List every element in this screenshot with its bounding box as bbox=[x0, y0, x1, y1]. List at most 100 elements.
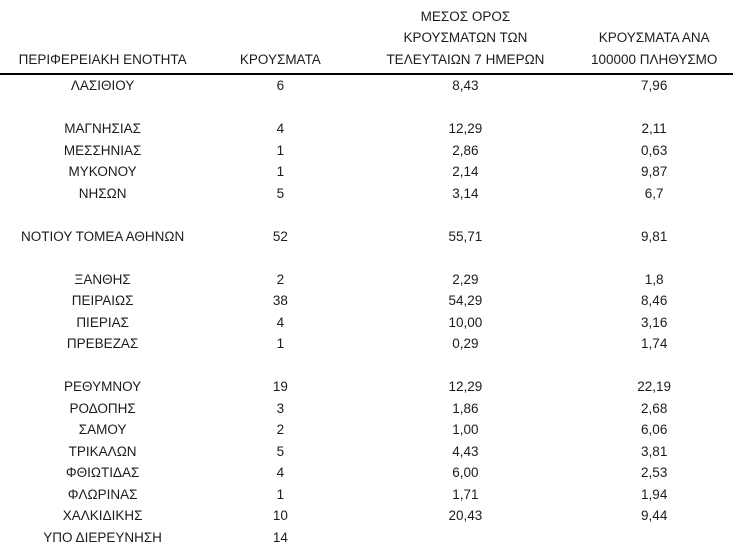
cell-cases: 4 bbox=[276, 465, 285, 480]
cell-cases: 4 bbox=[276, 121, 285, 136]
cell-per100k: 3,16 bbox=[641, 314, 668, 330]
table-row: ΠΡΕΒΕΖΑΣ 1 0,29 1,74 bbox=[0, 333, 733, 355]
cell-cases: 2 bbox=[276, 271, 285, 287]
column-header-avg-7-days: ΜΕΣΟΣ ΟΡΟΣ ΚΡΟΥΣΜΑΤΩΝ ΤΩΝ ΤΕΛΕΥΤΑΙΩΝ 7 Η… bbox=[355, 0, 576, 75]
cell-per100k: 2,68 bbox=[641, 400, 668, 416]
table-body: ΛΑΣΙΘΙΟΥ 6 8,43 7,96 ΜΑΓΝΗΣΙΑΣ 4 12,29 2,11 ΜΕΣΣ… bbox=[0, 74, 733, 548]
cell-name: ΠΡΕΒΕΖΑΣ bbox=[66, 336, 139, 351]
cell-avg7: 12,29 bbox=[448, 121, 483, 136]
cell-name: ΡΕΘΥΜΝΟΥ bbox=[64, 379, 142, 394]
cell-name: ΣΑΜΟΥ bbox=[78, 422, 127, 437]
cell-name: ΝΟΤΙΟΥ ΤΟΜΕΑ ΑΘΗΝΩΝ bbox=[21, 228, 185, 244]
cell-per100k: 9,87 bbox=[641, 164, 668, 179]
cell-avg7: 8,43 bbox=[452, 78, 479, 93]
cell-name: ΠΙΕΡΙΑΣ bbox=[76, 314, 129, 330]
table-row: ΦΘΙΩΤΙΔΑΣ 4 6,00 2,53 bbox=[0, 462, 733, 484]
cell-avg7: 1,00 bbox=[452, 422, 479, 437]
cell-avg7: 2,86 bbox=[452, 142, 479, 158]
table-row: ΥΠΟ ΔΙΕΡΕΥΝΗΣΗ 14 bbox=[0, 527, 733, 549]
cell-name: ΞΑΝΘΗΣ bbox=[74, 271, 131, 287]
cell-cases: 10 bbox=[272, 508, 288, 523]
cell-per100k: 8,46 bbox=[641, 293, 668, 308]
spacer-row bbox=[0, 355, 733, 377]
cell-per100k: 3,81 bbox=[641, 443, 668, 459]
table-row: ΛΑΣΙΘΙΟΥ 6 8,43 7,96 bbox=[0, 74, 733, 97]
cell-avg7: 0,29 bbox=[452, 336, 479, 351]
cell-cases: 1 bbox=[276, 164, 285, 179]
table-row: ΜΑΓΝΗΣΙΑΣ 4 12,29 2,11 bbox=[0, 118, 733, 140]
cell-per100k: 1,94 bbox=[641, 486, 668, 502]
table-row: ΝΗΣΩΝ 5 3,14 6,7 bbox=[0, 183, 733, 205]
cell-cases: 4 bbox=[276, 314, 285, 330]
cell-name: ΦΘΙΩΤΙΔΑΣ bbox=[65, 465, 140, 480]
cell-cases: 5 bbox=[276, 185, 285, 201]
table-row: ΡΟΔΟΠΗΣ 3 1,86 2,68 bbox=[0, 398, 733, 420]
cell-per100k: 0,63 bbox=[641, 142, 668, 158]
spacer-row bbox=[0, 204, 733, 226]
cell-avg7: 4,43 bbox=[452, 443, 479, 459]
spacer-cell bbox=[0, 247, 733, 269]
cell-cases: 38 bbox=[272, 293, 288, 308]
column-header-cases-per-100000: ΚΡΟΥΣΜΑΤΑ ΑΝΑ 100000 ΠΛΗΘΥΣΜΟ bbox=[575, 0, 733, 75]
cell-name: ΡΟΔΟΠΗΣ bbox=[69, 400, 136, 416]
cell-per100k: 9,81 bbox=[641, 228, 668, 244]
cell-avg7: 1,86 bbox=[452, 400, 479, 416]
spacer-cell bbox=[0, 355, 733, 377]
table-row: ΞΑΝΘΗΣ 2 2,29 1,8 bbox=[0, 269, 733, 291]
cell-cases: 3 bbox=[276, 400, 285, 416]
spacer-cell bbox=[0, 204, 733, 226]
cell-avg7: 54,29 bbox=[448, 293, 483, 308]
cell-per100k: 2,11 bbox=[641, 121, 667, 136]
cell-cases: 1 bbox=[276, 486, 285, 502]
cell-avg7: 12,29 bbox=[448, 379, 483, 394]
cell-avg7: 3,14 bbox=[452, 185, 479, 201]
cell-per100k: 6,7 bbox=[644, 185, 664, 201]
table-row: ΤΡΙΚΑΛΩΝ 5 4,43 3,81 bbox=[0, 441, 733, 463]
cell-name: ΜΑΓΝΗΣΙΑΣ bbox=[64, 121, 141, 136]
table-header: ΠΕΡΙΦΕΡΕΙΑΚΗ ΕΝΟΤΗΤΑ ΚΡΟΥΣΜΑΤΑ ΜΕΣΟΣ ΟΡΟ… bbox=[0, 0, 733, 75]
cell-cases: 52 bbox=[272, 228, 288, 244]
cell-per100k: 7,96 bbox=[641, 78, 668, 93]
table-row: ΠΙΕΡΙΑΣ 4 10,00 3,16 bbox=[0, 312, 733, 334]
cell-avg7: 2,14 bbox=[452, 164, 479, 179]
cell-cases: 5 bbox=[276, 443, 285, 459]
cell-name: ΛΑΣΙΘΙΟΥ bbox=[70, 78, 135, 93]
cell-name: ΧΑΛΚΙΔΙΚΗΣ bbox=[62, 508, 143, 523]
cell-per100k: 22,19 bbox=[637, 379, 672, 394]
cell-avg7: 6,00 bbox=[452, 465, 479, 480]
cell-cases: 6 bbox=[276, 78, 285, 93]
cell-name: ΜΥΚΟΝΟΥ bbox=[68, 164, 137, 179]
table-row: ΝΟΤΙΟΥ ΤΟΜΕΑ ΑΘΗΝΩΝ 52 55,71 9,81 bbox=[0, 226, 733, 248]
table-row: ΧΑΛΚΙΔΙΚΗΣ 10 20,43 9,44 bbox=[0, 505, 733, 527]
cell-per100k: 2,53 bbox=[641, 465, 668, 480]
table-row: ΜΥΚΟΝΟΥ 1 2,14 9,87 bbox=[0, 161, 733, 183]
cell-name: ΤΡΙΚΑΛΩΝ bbox=[68, 443, 137, 459]
cell-cases: 19 bbox=[272, 379, 288, 394]
cell-per100k: 6,06 bbox=[641, 422, 668, 437]
cell-avg7: 10,00 bbox=[448, 314, 483, 330]
cell-cases: 14 bbox=[272, 529, 288, 545]
cell-avg7 bbox=[355, 527, 575, 549]
cell-cases: 1 bbox=[276, 336, 285, 351]
table-row: ΡΕΘΥΜΝΟΥ 19 12,29 22,19 bbox=[0, 376, 733, 398]
cell-name: ΝΗΣΩΝ bbox=[78, 185, 127, 201]
cell-cases: 2 bbox=[276, 422, 285, 437]
cell-avg7: 20,43 bbox=[448, 508, 483, 523]
cell-name: ΥΠΟ ΔΙΕΡΕΥΝΗΣΗ bbox=[43, 529, 162, 545]
cell-avg7: 55,71 bbox=[448, 228, 483, 244]
cell-per100k: 9,44 bbox=[641, 508, 668, 523]
cell-name: ΠΕΙΡΑΙΩΣ bbox=[71, 293, 134, 308]
cell-avg7: 1,71 bbox=[452, 486, 479, 502]
table-row: ΣΑΜΟΥ 2 1,00 6,06 bbox=[0, 419, 733, 441]
table-row: ΜΕΣΣΗΝΙΑΣ 1 2,86 0,63 bbox=[0, 140, 733, 162]
column-header-regional-unit: ΠΕΡΙΦΕΡΕΙΑΚΗ ΕΝΟΤΗΤΑ bbox=[0, 0, 206, 75]
spacer-row bbox=[0, 97, 733, 119]
cell-cases: 1 bbox=[276, 142, 285, 158]
cell-name: ΦΛΩΡΙΝΑΣ bbox=[67, 486, 138, 502]
spacer-row bbox=[0, 247, 733, 269]
cell-per100k: 1,74 bbox=[641, 336, 668, 351]
table-row: ΠΕΙΡΑΙΩΣ 38 54,29 8,46 bbox=[0, 290, 733, 312]
cell-per100k: 1,8 bbox=[644, 271, 664, 287]
